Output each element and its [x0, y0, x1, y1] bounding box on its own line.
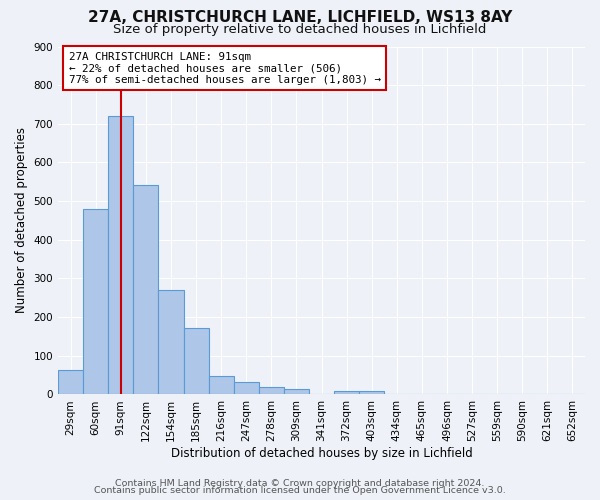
Bar	[108, 116, 133, 394]
Bar	[284, 389, 309, 394]
Bar	[359, 392, 384, 394]
Bar	[209, 376, 233, 394]
Bar	[58, 370, 83, 394]
Text: Size of property relative to detached houses in Lichfield: Size of property relative to detached ho…	[113, 22, 487, 36]
Text: 27A CHRISTCHURCH LANE: 91sqm
← 22% of detached houses are smaller (506)
77% of s: 27A CHRISTCHURCH LANE: 91sqm ← 22% of de…	[68, 52, 380, 85]
Text: 27A, CHRISTCHURCH LANE, LICHFIELD, WS13 8AY: 27A, CHRISTCHURCH LANE, LICHFIELD, WS13 …	[88, 10, 512, 25]
Text: Contains public sector information licensed under the Open Government Licence v3: Contains public sector information licen…	[94, 486, 506, 495]
Y-axis label: Number of detached properties: Number of detached properties	[15, 128, 28, 314]
Bar	[233, 382, 259, 394]
X-axis label: Distribution of detached houses by size in Lichfield: Distribution of detached houses by size …	[170, 447, 472, 460]
Text: Contains HM Land Registry data © Crown copyright and database right 2024.: Contains HM Land Registry data © Crown c…	[115, 478, 485, 488]
Bar	[334, 392, 359, 394]
Bar	[83, 209, 108, 394]
Bar	[184, 328, 209, 394]
Bar	[158, 290, 184, 395]
Bar	[259, 388, 284, 394]
Bar	[133, 184, 158, 394]
